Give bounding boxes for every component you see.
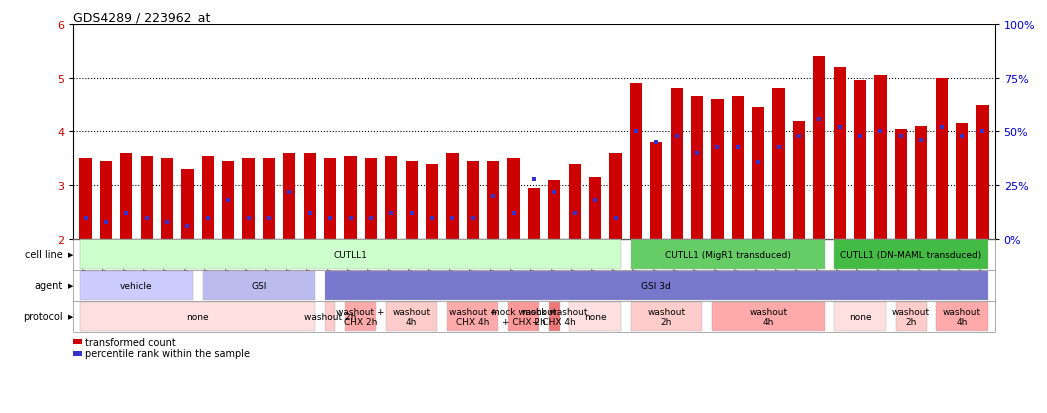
Bar <box>630 84 642 240</box>
Bar <box>263 159 275 240</box>
Text: ▶: ▶ <box>68 313 73 320</box>
Bar <box>161 159 173 240</box>
Bar <box>549 180 560 240</box>
Text: GSI: GSI <box>251 281 267 290</box>
Bar <box>202 157 214 240</box>
Text: percentile rank within the sample: percentile rank within the sample <box>85 349 250 358</box>
Bar <box>181 170 194 240</box>
Text: none: none <box>186 312 209 321</box>
Bar <box>670 89 683 240</box>
Text: GSI 3d: GSI 3d <box>642 281 671 290</box>
Bar <box>467 162 478 240</box>
Bar <box>814 57 825 240</box>
Text: ▶: ▶ <box>68 252 73 258</box>
Bar <box>405 162 418 240</box>
Bar <box>446 154 459 240</box>
Text: CUTLL1 (MigR1 transduced): CUTLL1 (MigR1 transduced) <box>665 250 790 259</box>
Text: transformed count: transformed count <box>85 337 176 347</box>
Bar <box>773 89 784 240</box>
Bar <box>936 78 948 240</box>
Bar <box>284 154 295 240</box>
Bar <box>732 97 744 240</box>
Bar <box>99 162 112 240</box>
Bar <box>711 100 723 240</box>
Bar <box>487 162 499 240</box>
Text: washout
4h: washout 4h <box>393 307 430 326</box>
Text: washout
2h: washout 2h <box>892 307 930 326</box>
Bar <box>691 97 704 240</box>
Bar <box>324 159 336 240</box>
Bar <box>243 159 254 240</box>
Bar <box>120 154 132 240</box>
Bar <box>915 127 928 240</box>
Bar <box>874 76 887 240</box>
Bar <box>364 159 377 240</box>
Bar <box>304 154 316 240</box>
Text: washout
4h: washout 4h <box>943 307 981 326</box>
Bar <box>528 188 540 240</box>
Bar <box>609 154 622 240</box>
Text: CUTLL1: CUTLL1 <box>334 250 367 259</box>
Text: washout +
CHX 4h: washout + CHX 4h <box>448 307 497 326</box>
Bar <box>793 121 805 240</box>
Text: mock washout
+ CHX 4h: mock washout + CHX 4h <box>521 307 587 326</box>
Text: GDS4289 / 223962_at: GDS4289 / 223962_at <box>73 11 210 24</box>
Text: washout +
CHX 2h: washout + CHX 2h <box>336 307 385 326</box>
Text: washout
2h: washout 2h <box>647 307 686 326</box>
Bar <box>569 164 581 240</box>
Text: vehicle: vehicle <box>120 281 153 290</box>
Bar <box>752 108 764 240</box>
Bar <box>80 159 92 240</box>
Text: washout
4h: washout 4h <box>750 307 787 326</box>
Text: ▶: ▶ <box>68 282 73 289</box>
Text: washout 2h: washout 2h <box>304 312 356 321</box>
Text: CUTLL1 (DN-MAML transduced): CUTLL1 (DN-MAML transduced) <box>841 250 982 259</box>
Bar <box>976 105 988 240</box>
Bar <box>650 143 663 240</box>
Bar <box>426 164 438 240</box>
Text: protocol: protocol <box>23 311 63 322</box>
Bar <box>140 157 153 240</box>
Text: agent: agent <box>35 280 63 291</box>
Bar <box>854 81 866 240</box>
Bar <box>895 130 907 240</box>
Text: none: none <box>584 312 606 321</box>
Bar <box>956 124 968 240</box>
Text: cell line: cell line <box>25 249 63 260</box>
Bar <box>222 162 235 240</box>
Bar <box>833 68 846 240</box>
Bar <box>508 159 519 240</box>
Bar <box>589 178 601 240</box>
Bar <box>344 157 357 240</box>
Text: none: none <box>849 312 871 321</box>
Text: mock washout
+ CHX 2h: mock washout + CHX 2h <box>491 307 557 326</box>
Bar <box>385 157 398 240</box>
